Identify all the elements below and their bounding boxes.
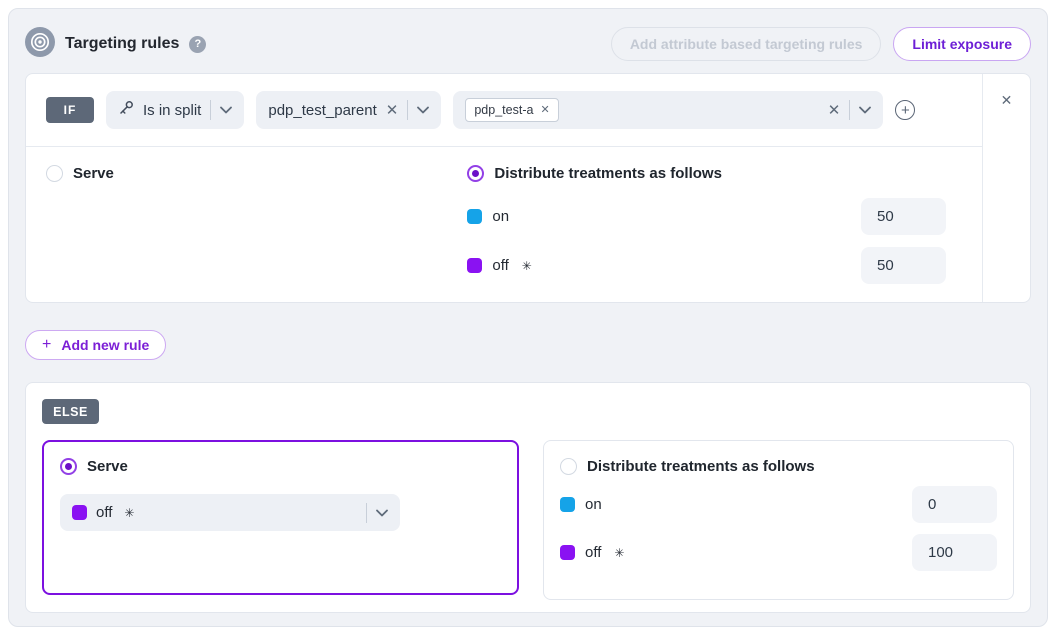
treatment-tag-label: pdp_test-a <box>474 103 534 117</box>
chevron-down-icon[interactable] <box>859 106 872 114</box>
header-actions: Add attribute based targeting rules Limi… <box>610 27 1031 61</box>
clear-all-icon[interactable]: ✕ <box>827 101 841 119</box>
rule-main: IF Is in split <box>26 74 982 302</box>
default-treatment-icon: ✳ <box>124 505 135 520</box>
else-serve-box: Serve off ✳ <box>42 440 519 595</box>
default-treatment-icon: ✳ <box>521 258 532 273</box>
matcher-dropdown[interactable]: Is in split <box>106 91 245 129</box>
distribute-radio[interactable] <box>467 165 485 182</box>
header: Targeting rules ? Add attribute based ta… <box>25 25 1031 63</box>
treatment-off-swatch <box>72 505 87 520</box>
rule-card: IF Is in split <box>25 73 1031 303</box>
else-distribute-radio-row[interactable]: Distribute treatments as follows <box>560 458 997 475</box>
distribute-label: Distribute treatments as follows <box>494 165 722 182</box>
treatment-tag: pdp_test-a ✕ <box>465 98 559 122</box>
limit-exposure-button[interactable]: Limit exposure <box>893 27 1031 61</box>
page-title: Targeting rules <box>65 35 180 52</box>
split-select[interactable]: pdp_test_parent ✕ <box>256 91 442 129</box>
treatment-multiselect[interactable]: pdp_test-a ✕ ✕ <box>453 91 884 129</box>
add-attribute-rules-button[interactable]: Add attribute based targeting rules <box>610 27 882 61</box>
plus-icon: + <box>42 336 52 353</box>
treatment-off-swatch <box>560 545 575 560</box>
else-serve-radio-row[interactable]: Serve <box>60 458 501 475</box>
treatment-row: off ✳ <box>560 534 997 571</box>
distribute-option: Distribute treatments as follows on off … <box>467 165 962 286</box>
treatment-row: on <box>467 198 946 235</box>
clear-split-icon[interactable]: ✕ <box>385 101 399 119</box>
treatment-off-swatch <box>467 258 483 273</box>
treatment-name: off <box>492 257 509 274</box>
help-icon[interactable]: ? <box>189 35 207 53</box>
header-left: Targeting rules ? <box>25 26 207 62</box>
else-distribute-radio[interactable] <box>560 458 577 475</box>
matcher-label: Is in split <box>143 101 202 119</box>
divider <box>366 502 367 523</box>
else-body: Serve off ✳ Distribute treatments as fol <box>42 440 1014 600</box>
treatment-name: on <box>492 208 510 225</box>
serve-radio-row[interactable]: Serve <box>46 165 467 182</box>
else-treatment-dropdown[interactable]: off ✳ <box>60 494 400 531</box>
else-serve-radio[interactable] <box>60 458 77 475</box>
else-card: ELSE Serve off ✳ <box>25 382 1031 613</box>
treatment-percent-input[interactable] <box>861 198 946 235</box>
else-serve-label: Serve <box>87 458 128 475</box>
treatment-percent-input[interactable] <box>912 534 997 571</box>
add-condition-icon[interactable]: + <box>895 100 916 120</box>
if-badge: IF <box>46 97 94 123</box>
key-icon <box>118 100 134 120</box>
targeting-rules-panel: Targeting rules ? Add attribute based ta… <box>8 8 1048 627</box>
treatment-name: off <box>585 544 602 561</box>
divider <box>210 100 212 120</box>
default-treatment-icon: ✳ <box>614 545 625 560</box>
distribute-radio-row[interactable]: Distribute treatments as follows <box>467 165 946 182</box>
chevron-down-icon[interactable] <box>417 106 430 114</box>
serve-area: Serve Distribute treatments as follows o… <box>26 147 982 302</box>
treatment-on-swatch <box>467 209 483 224</box>
chevron-down-icon[interactable] <box>220 106 233 114</box>
selected-treatment-name: off <box>96 504 113 521</box>
serve-radio[interactable] <box>46 165 63 182</box>
divider <box>407 100 409 120</box>
add-new-rule-label: Add new rule <box>61 337 150 353</box>
split-value: pdp_test_parent <box>268 101 377 119</box>
else-distribute-box: Distribute treatments as follows on off … <box>543 440 1014 600</box>
treatment-percent-input[interactable] <box>861 247 946 284</box>
treatment-name: on <box>585 496 602 513</box>
target-icon <box>25 26 55 62</box>
delete-rule-icon[interactable]: ✕ <box>1000 92 1013 108</box>
serve-option: Serve <box>46 165 467 286</box>
chevron-down-icon[interactable] <box>376 509 388 517</box>
remove-tag-icon[interactable]: ✕ <box>540 103 550 116</box>
add-new-rule-button[interactable]: + Add new rule <box>25 330 167 360</box>
else-distribute-label: Distribute treatments as follows <box>587 458 815 475</box>
else-badge: ELSE <box>42 399 99 424</box>
treatment-row: off ✳ <box>467 247 946 284</box>
treatment-percent-input[interactable] <box>912 486 997 523</box>
serve-label: Serve <box>73 165 114 182</box>
treatment-row: on <box>560 486 997 523</box>
rule-aside: ✕ <box>982 74 1030 302</box>
condition-row: IF Is in split <box>26 74 982 147</box>
treatment-on-swatch <box>560 497 575 512</box>
divider <box>849 100 851 120</box>
